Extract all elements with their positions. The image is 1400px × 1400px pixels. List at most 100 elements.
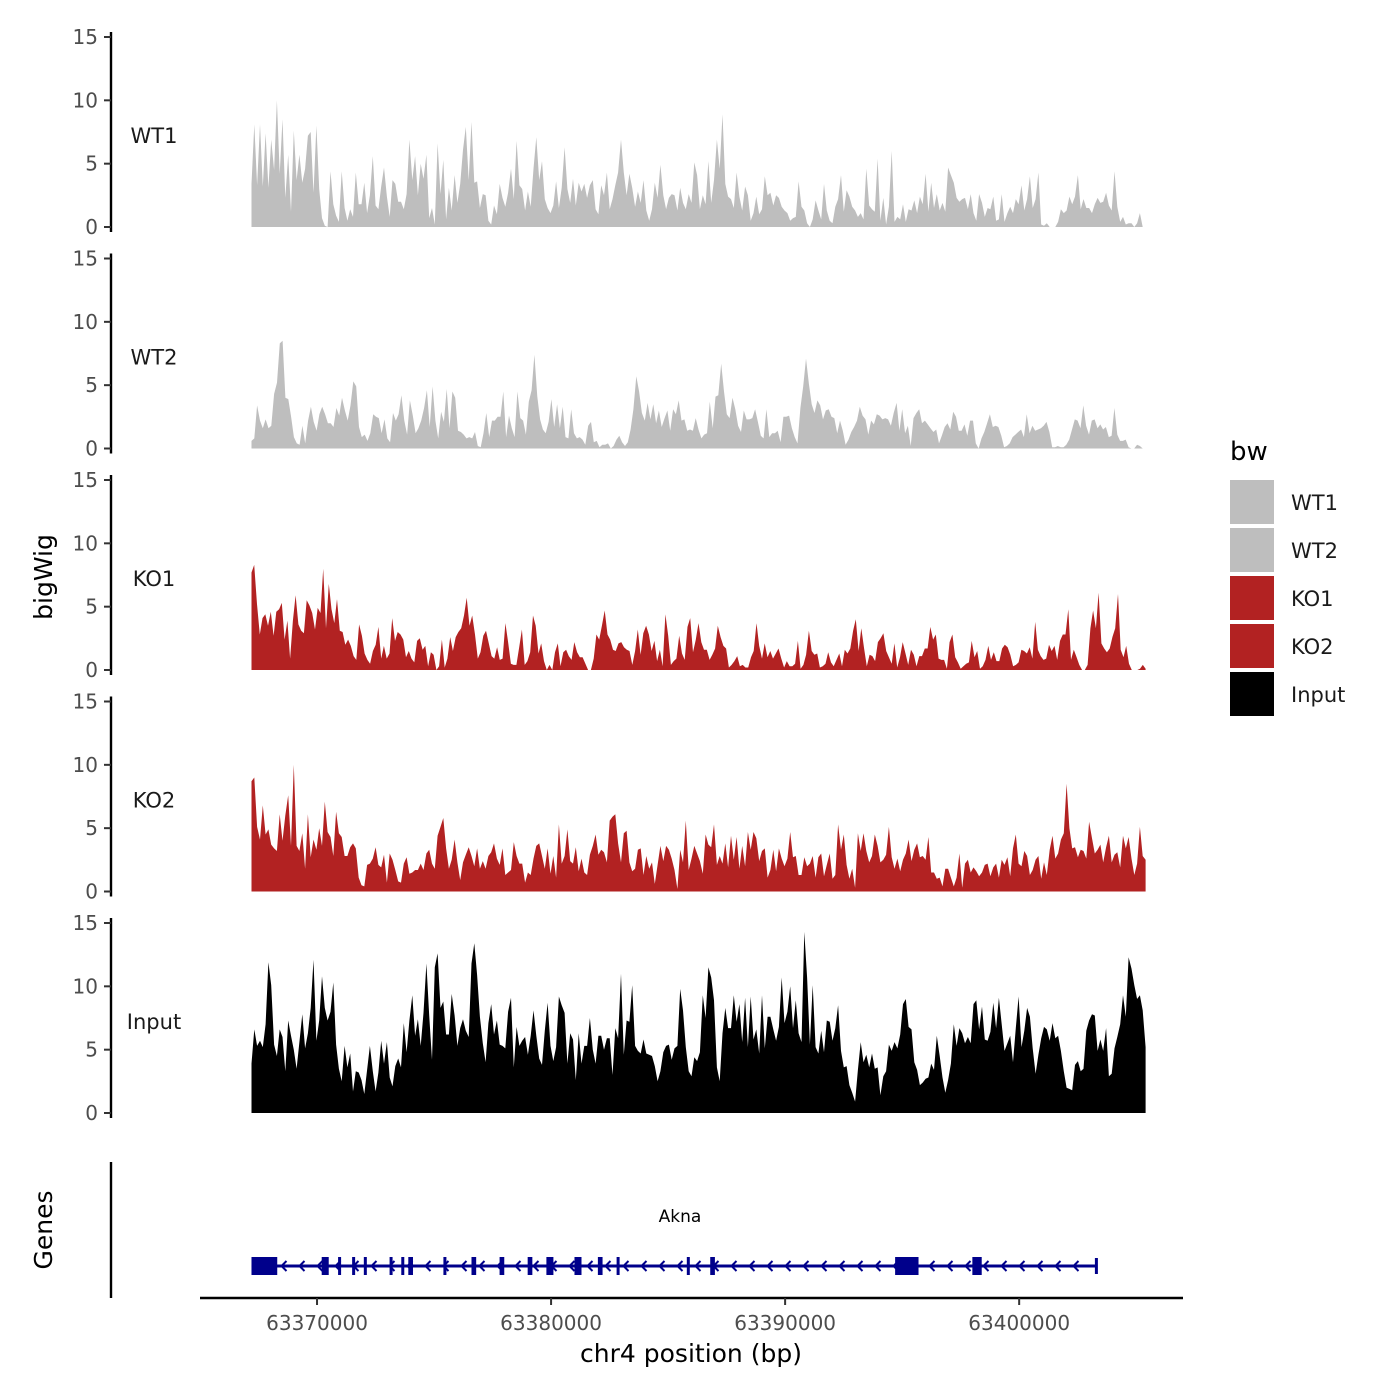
exon bbox=[443, 1257, 447, 1275]
x-tick-label: 63370000 bbox=[266, 1311, 368, 1335]
y-tick-label: 15 bbox=[73, 25, 98, 49]
legend-swatch-input bbox=[1230, 672, 1274, 716]
strand-arrow bbox=[928, 1260, 936, 1272]
track-label: WT1 bbox=[131, 124, 178, 148]
y-tick-label: 15 bbox=[73, 911, 98, 935]
exon bbox=[546, 1257, 554, 1275]
strand-arrow bbox=[748, 1260, 756, 1272]
y-tick-label: 0 bbox=[85, 1101, 98, 1125]
y-tick-label: 5 bbox=[85, 373, 98, 397]
strand-arrow bbox=[1018, 1260, 1026, 1272]
x-tick-label: 63380000 bbox=[500, 1311, 602, 1335]
track-wt1: 0 5 10 15 WT1 bbox=[73, 25, 1146, 239]
legend-label-wt1: WT1 bbox=[1291, 491, 1338, 515]
x-tick-label: 63390000 bbox=[734, 1311, 836, 1335]
exon bbox=[321, 1257, 329, 1275]
y-tick-label: 5 bbox=[85, 152, 98, 176]
y-axis-title: bigWig bbox=[29, 534, 58, 620]
y-tick-label: 5 bbox=[85, 1038, 98, 1062]
exon bbox=[471, 1257, 477, 1275]
strand-arrow bbox=[388, 1260, 396, 1272]
y-tick-label: 5 bbox=[85, 595, 98, 619]
exon bbox=[527, 1257, 533, 1275]
strand-arrow bbox=[586, 1260, 594, 1272]
track-label: KO1 bbox=[133, 567, 176, 591]
exon bbox=[972, 1257, 982, 1275]
strand-arrow bbox=[568, 1260, 576, 1272]
y-tick-label: 10 bbox=[73, 974, 98, 998]
legend-label-wt2: WT2 bbox=[1291, 539, 1338, 563]
legend-title: bw bbox=[1230, 437, 1268, 467]
x-axis: 63370000 63380000 63390000 63400000 bbox=[200, 1296, 1183, 1335]
strand-arrow bbox=[766, 1260, 774, 1272]
exon bbox=[363, 1257, 367, 1275]
strand-arrow bbox=[802, 1260, 810, 1272]
track-label: WT2 bbox=[131, 346, 178, 370]
exon bbox=[616, 1257, 620, 1275]
track-ko1: 0 5 10 15 KO1 bbox=[73, 468, 1146, 682]
track-label: Input bbox=[127, 1010, 181, 1034]
strand-arrow bbox=[694, 1260, 702, 1272]
strand-arrow bbox=[946, 1260, 954, 1272]
strand-arrow bbox=[784, 1260, 792, 1272]
exon bbox=[338, 1257, 342, 1275]
strand-arrow bbox=[658, 1260, 666, 1272]
exon bbox=[710, 1257, 715, 1275]
strand-arrow bbox=[316, 1260, 324, 1272]
legend-swatch-wt1 bbox=[1230, 480, 1274, 524]
legend-label-ko2: KO2 bbox=[1291, 635, 1334, 659]
strand-arrow bbox=[532, 1260, 540, 1272]
y-tick-label: 10 bbox=[73, 531, 98, 555]
exon bbox=[389, 1257, 393, 1275]
strand-arrow bbox=[730, 1260, 738, 1272]
strand-arrow bbox=[460, 1260, 468, 1272]
exon bbox=[401, 1257, 405, 1275]
y-tick-label: 0 bbox=[85, 658, 98, 682]
y-tick-label: 15 bbox=[73, 247, 98, 271]
exon bbox=[408, 1257, 413, 1275]
strand-arrow bbox=[964, 1260, 972, 1272]
y-tick-label: 0 bbox=[85, 880, 98, 904]
area-wt1 bbox=[251, 100, 1146, 227]
bigwig-tracks: 0 5 10 15 WT1 0 5 10 15 WT2 0 5 10 15 KO1 0 5 10 15 KO2 0 5 10… bbox=[73, 25, 1146, 1125]
x-axis-title: chr4 position (bp) bbox=[580, 1339, 802, 1368]
exon bbox=[352, 1257, 356, 1275]
strand-arrow bbox=[280, 1260, 288, 1272]
strand-arrow bbox=[370, 1260, 378, 1272]
strand-arrow bbox=[424, 1260, 432, 1272]
strand-arrow bbox=[514, 1260, 522, 1272]
y-tick-label: 15 bbox=[73, 468, 98, 492]
y-tick-label: 0 bbox=[85, 437, 98, 461]
area-ko2 bbox=[251, 764, 1146, 892]
exon bbox=[251, 1257, 278, 1275]
strand-arrow bbox=[1036, 1260, 1044, 1272]
strand-arrow bbox=[1000, 1260, 1008, 1272]
strand-arrow bbox=[1072, 1260, 1080, 1272]
x-tick-label: 63400000 bbox=[968, 1311, 1070, 1335]
strand-arrow bbox=[478, 1260, 486, 1272]
y-tick-label: 15 bbox=[73, 690, 98, 714]
exon bbox=[686, 1257, 690, 1275]
track-wt2: 0 5 10 15 WT2 bbox=[73, 247, 1146, 461]
area-ko1 bbox=[251, 564, 1146, 670]
strand-arrow bbox=[676, 1260, 684, 1272]
strand-arrow bbox=[982, 1260, 990, 1272]
y-tick-label: 10 bbox=[73, 88, 98, 112]
exon bbox=[574, 1257, 582, 1275]
legend-swatch-ko1 bbox=[1230, 576, 1274, 620]
track-input: 0 5 10 15 Input bbox=[73, 911, 1146, 1125]
gene-track-panel: Genes Akna bbox=[29, 1162, 1098, 1298]
strand-arrow bbox=[604, 1260, 612, 1272]
legend-label-input: Input bbox=[1291, 683, 1345, 707]
legend-swatch-ko2 bbox=[1230, 624, 1274, 668]
exon bbox=[597, 1257, 603, 1275]
area-wt2 bbox=[251, 340, 1146, 449]
y-tick-label: 5 bbox=[85, 816, 98, 840]
strand-arrow bbox=[874, 1260, 882, 1272]
y-tick-label: 0 bbox=[85, 215, 98, 239]
strand-arrow bbox=[622, 1260, 630, 1272]
track-ko2: 0 5 10 15 KO2 bbox=[73, 690, 1146, 904]
y-tick-label: 10 bbox=[73, 310, 98, 334]
strand-arrow bbox=[1054, 1260, 1062, 1272]
